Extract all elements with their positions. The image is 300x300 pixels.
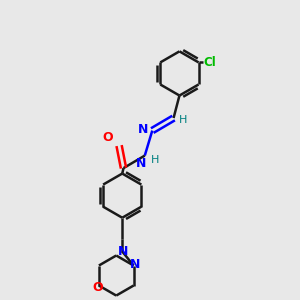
Text: N: N (136, 157, 146, 170)
Text: N: N (137, 123, 148, 136)
Text: N: N (118, 245, 128, 258)
Text: O: O (92, 280, 103, 293)
Text: N: N (130, 258, 140, 271)
Text: Cl: Cl (204, 56, 217, 69)
Text: O: O (103, 131, 113, 144)
Text: H: H (179, 116, 187, 125)
Text: H: H (151, 155, 159, 165)
